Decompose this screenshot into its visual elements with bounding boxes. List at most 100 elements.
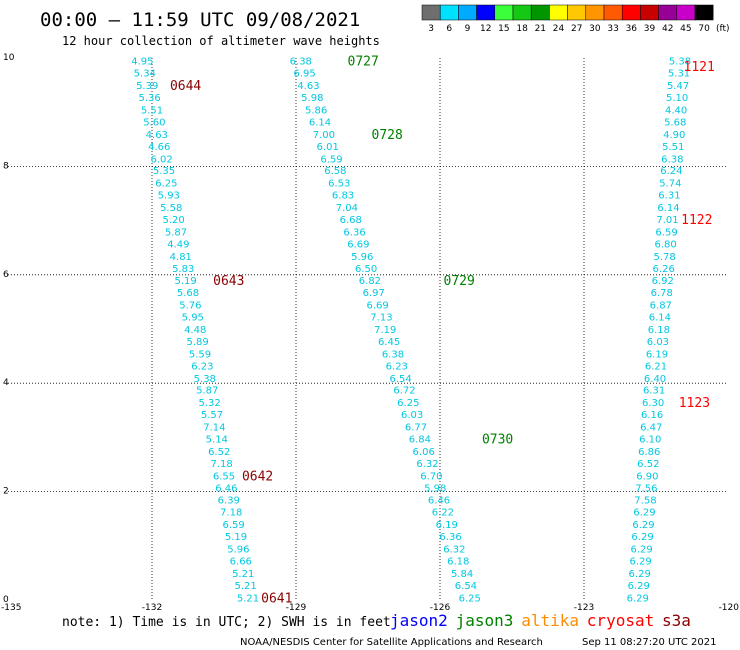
legend-swatch bbox=[439, 4, 459, 21]
wave-height-point: 6.31 bbox=[643, 386, 665, 397]
pass-time-label: 0642 bbox=[242, 469, 273, 484]
legend-swatch bbox=[476, 4, 496, 21]
x-tick-label: -120 bbox=[719, 603, 740, 613]
wave-height-point: 5.39 bbox=[136, 81, 158, 92]
wave-height-point: 6.10 bbox=[639, 434, 661, 445]
satellite-legend: jason2 jason3 altika cryosat s3a bbox=[390, 611, 691, 630]
wave-height-point: 5.47 bbox=[667, 81, 689, 92]
wave-height-point: 7.14 bbox=[203, 423, 225, 434]
wave-height-point: 4.81 bbox=[170, 252, 192, 263]
wave-height-point: 6.19 bbox=[436, 520, 458, 531]
wave-height-point: 6.29 bbox=[627, 593, 649, 604]
legend-bin-label: 3 bbox=[428, 24, 434, 34]
wave-height-point: 6.80 bbox=[654, 239, 676, 250]
wave-height-point: 6.18 bbox=[447, 556, 469, 567]
wave-height-point: 6.77 bbox=[405, 423, 427, 434]
y-tick-label: 8 bbox=[3, 161, 9, 171]
wave-height-point: 6.39 bbox=[218, 496, 240, 507]
legend-swatch bbox=[549, 4, 568, 21]
wave-height-point: 4.63 bbox=[146, 130, 168, 141]
legend-bin-label: 27 bbox=[571, 24, 582, 34]
pass-time-label: 1123 bbox=[679, 396, 710, 411]
wave-height-point: 5.51 bbox=[662, 142, 684, 153]
footer-note: note: 1) Time is in UTC; 2) SWH is in fe… bbox=[62, 615, 391, 630]
wave-height-point: 6.26 bbox=[653, 264, 675, 275]
pass-time-labels: 0644 0643 0642 0641 0727 0728 0729 0730 1121 1122… bbox=[170, 55, 715, 607]
wave-height-point: 6.69 bbox=[366, 301, 388, 312]
wave-height-point: 6.29 bbox=[632, 520, 654, 531]
wave-height-point: 6.29 bbox=[630, 556, 652, 567]
wave-height-point: 5.78 bbox=[654, 252, 676, 263]
wave-height-point: 5.87 bbox=[196, 386, 218, 397]
wave-height-point: 7.56 bbox=[635, 483, 657, 494]
wave-height-point: 4.63 bbox=[297, 81, 319, 92]
wave-height-point: 6.23 bbox=[191, 361, 213, 372]
satellite-label: altika bbox=[521, 611, 579, 630]
wave-height-point: 5.68 bbox=[177, 288, 199, 299]
legend-swatch bbox=[621, 4, 641, 21]
legend-swatch bbox=[658, 4, 678, 21]
wave-height-point: 6.32 bbox=[416, 459, 438, 470]
wave-height-point: 6.22 bbox=[432, 508, 454, 519]
wave-height-point: 7.18 bbox=[210, 459, 232, 470]
wave-height-point: 6.58 bbox=[324, 166, 346, 177]
wave-height-point: 7.18 bbox=[220, 508, 242, 519]
wave-height-point: 5.93 bbox=[158, 191, 180, 202]
wave-height-point: 5.76 bbox=[179, 301, 201, 312]
wave-height-point: 6.25 bbox=[459, 593, 481, 604]
legend-bin-label: 42 bbox=[662, 24, 673, 34]
wave-height-point: 6.14 bbox=[309, 117, 331, 128]
wave-height-point: 6.54 bbox=[455, 581, 477, 592]
chart-subtitle: 12 hour collection of altimeter wave hei… bbox=[62, 34, 380, 48]
wave-height-point: 5.10 bbox=[666, 93, 688, 104]
wave-height-point: 6.40 bbox=[644, 374, 666, 385]
wave-height-point: 6.29 bbox=[633, 508, 655, 519]
wave-height-point: 5.84 bbox=[451, 569, 473, 580]
wave-height-point: 6.83 bbox=[332, 191, 354, 202]
wave-height-point: 6.59 bbox=[655, 227, 677, 238]
x-tick-label: -129 bbox=[286, 603, 307, 613]
wave-height-point: 6.16 bbox=[641, 410, 663, 421]
x-tick-label: -132 bbox=[142, 603, 162, 613]
wave-height-point: 6.52 bbox=[637, 459, 659, 470]
wave-height-point: 7.13 bbox=[370, 313, 392, 324]
wave-height-point: 6.36 bbox=[439, 532, 461, 543]
wave-height-point: 5.19 bbox=[174, 276, 196, 287]
legend-unit-label: (ft) bbox=[716, 24, 730, 34]
pass-time-label: 0728 bbox=[372, 128, 403, 143]
wave-height-point: 6.32 bbox=[443, 545, 465, 556]
wave-height-point: 4.48 bbox=[184, 325, 206, 336]
legend-swatch bbox=[567, 4, 587, 21]
wave-height-point: 5.51 bbox=[141, 105, 163, 116]
satellite-label: jason2 bbox=[390, 611, 448, 630]
wave-height-point: 6.24 bbox=[660, 166, 682, 177]
wave-height-point: 6.59 bbox=[320, 154, 342, 165]
wave-height-point: 5.32 bbox=[198, 398, 220, 409]
wave-height-point: 6.66 bbox=[230, 556, 252, 567]
wave-height-point: 4.66 bbox=[148, 142, 170, 153]
wave-height-point: 5.21 bbox=[237, 593, 259, 604]
legend-swatch bbox=[458, 4, 477, 21]
wave-height-point: 6.59 bbox=[222, 520, 244, 531]
legend-bin-label: 18 bbox=[516, 24, 528, 34]
pass-time-label: 0641 bbox=[261, 591, 292, 606]
wave-height-point: 7.04 bbox=[336, 203, 358, 214]
legend-bin-label: 39 bbox=[644, 24, 656, 34]
wave-height-point: 6.69 bbox=[347, 239, 369, 250]
wave-height-point: 5.89 bbox=[186, 337, 208, 348]
wave-height-point: 5.86 bbox=[305, 105, 327, 116]
wave-height-point: 5.38 bbox=[194, 374, 216, 385]
wave-height-point: 6.82 bbox=[359, 276, 381, 287]
legend-bin-label: 30 bbox=[589, 24, 601, 34]
wave-height-point: 6.03 bbox=[401, 410, 423, 421]
wave-height-point: 6.29 bbox=[628, 581, 650, 592]
y-tick-label: 2 bbox=[3, 487, 9, 497]
wave-height-point: 5.87 bbox=[165, 227, 187, 238]
legend-bin-label: 9 bbox=[465, 24, 471, 34]
wave-height-point: 6.84 bbox=[409, 434, 431, 445]
legend-bin-label: 15 bbox=[498, 24, 509, 34]
y-tick-label: 6 bbox=[3, 270, 9, 280]
legend-swatch bbox=[421, 4, 441, 21]
wave-height-point: 6.38 bbox=[382, 349, 404, 360]
wave-height-point: 5.58 bbox=[160, 203, 182, 214]
